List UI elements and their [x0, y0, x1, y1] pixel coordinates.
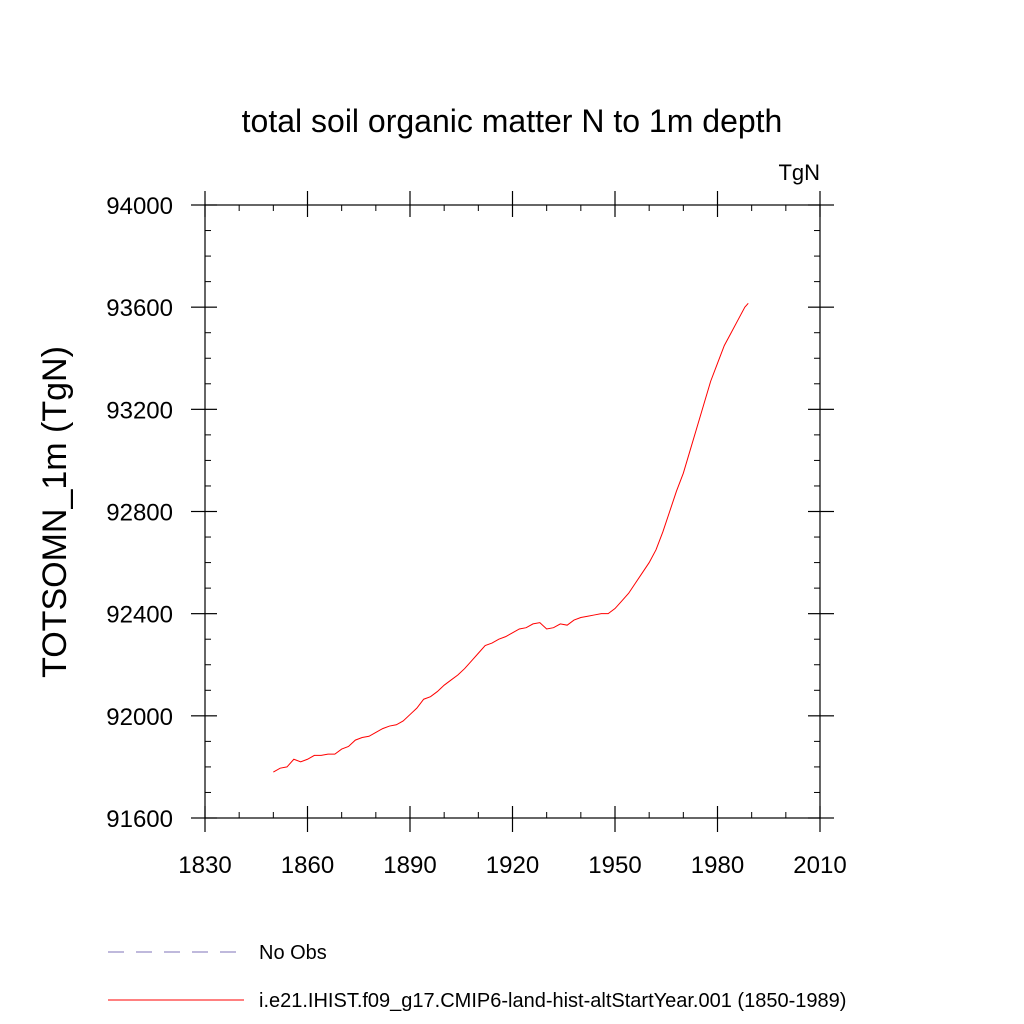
plot-series — [273, 303, 749, 773]
legend-label-1: i.e21.IHIST.f09_g17.CMIP6-land-hist-altS… — [259, 990, 846, 1012]
x-tick-label: 1920 — [486, 852, 539, 879]
y-tick-label: 91600 — [106, 806, 173, 833]
plot-frame — [204, 204, 821, 819]
y-tick-label: 92400 — [106, 602, 173, 629]
x-tick-label: 1950 — [588, 852, 641, 879]
y-tick-label: 93200 — [106, 397, 173, 424]
y-tick-label: 93600 — [106, 295, 173, 322]
series-line-1 — [273, 303, 749, 773]
y-tick-label: 94000 — [106, 193, 173, 220]
x-axis-ticks: 1830 1860 1890 1920 1950 1980 2010 — [178, 191, 847, 879]
legend-label-0: No Obs — [259, 942, 327, 964]
x-tick-label: 1890 — [383, 852, 436, 879]
units-label: TgN — [778, 160, 820, 185]
y-tick-label: 92000 — [106, 704, 173, 731]
y-tick-label: 92800 — [106, 500, 173, 527]
minor-ticks — [205, 205, 820, 818]
y-axis-label: TOTSOMN_1m (TgN) — [36, 346, 74, 678]
y-axis-ticks: 91600 92000 92400 92800 93200 93600 94000 — [106, 193, 834, 833]
x-tick-label: 1830 — [178, 852, 231, 879]
legend: No Obs i.e21.IHIST.f09_g17.CMIP6-land-his… — [108, 942, 846, 1012]
chart-title: total soil organic matter N to 1m depth — [242, 103, 783, 139]
x-tick-label: 1860 — [281, 852, 334, 879]
x-tick-label: 2010 — [793, 852, 846, 879]
x-tick-label: 1980 — [691, 852, 744, 879]
